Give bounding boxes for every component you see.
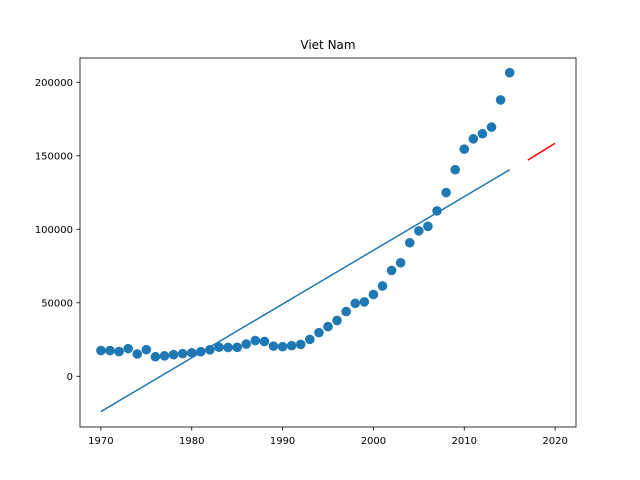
data-point — [341, 306, 351, 317]
data-point — [223, 342, 233, 353]
data-point — [468, 134, 479, 144]
trend-line — [100, 169, 511, 413]
y-tick-label: 0 — [67, 372, 73, 383]
data-point — [368, 289, 379, 300]
data-point — [177, 348, 188, 359]
y-tick-label: 50000 — [41, 298, 73, 309]
data-point — [141, 344, 152, 355]
data-point — [96, 345, 106, 356]
data-point — [277, 341, 288, 352]
data-point — [323, 321, 333, 332]
data-point — [414, 226, 424, 236]
data-point — [359, 297, 370, 307]
data-point — [486, 122, 497, 132]
data-point — [377, 281, 388, 291]
data-point — [105, 345, 115, 356]
data-point — [232, 342, 242, 353]
data-point — [504, 67, 515, 78]
axes-layer: 1970 1980 1990 2000 2010 2020 0 50000 100000 1500… — [35, 57, 577, 447]
data-point — [386, 265, 397, 276]
data-point — [159, 351, 170, 361]
data-point — [477, 128, 488, 139]
chart-title: Viet Nam — [300, 38, 355, 52]
data-point — [450, 164, 460, 175]
forecast-line — [527, 142, 556, 161]
data-point — [114, 346, 124, 357]
data-point — [241, 339, 252, 349]
data-point — [150, 351, 161, 362]
x-tick-label: 1970 — [88, 436, 113, 447]
data-point — [395, 257, 406, 268]
data-point — [205, 345, 215, 355]
data-point — [214, 342, 224, 352]
x-tick-label: 1990 — [270, 436, 295, 447]
data-point — [268, 341, 279, 351]
x-tick-label: 1980 — [179, 436, 204, 447]
plot-layer — [96, 67, 556, 413]
x-tick-label: 2010 — [452, 436, 477, 447]
data-point — [423, 221, 433, 232]
data-point — [168, 349, 179, 360]
y-tick-label: 150000 — [35, 151, 73, 162]
data-point — [404, 237, 415, 248]
data-point — [332, 315, 342, 326]
data-point — [305, 334, 315, 345]
data-point — [250, 335, 261, 346]
x-tick-label: 2020 — [542, 436, 567, 447]
data-point — [132, 349, 143, 359]
data-point — [314, 327, 324, 338]
data-point — [295, 339, 306, 350]
data-point — [441, 187, 451, 198]
y-tick-label: 100000 — [35, 225, 73, 236]
x-tick-label: 2000 — [361, 436, 386, 447]
data-point — [459, 144, 470, 154]
data-point — [350, 298, 361, 309]
data-point — [286, 340, 297, 351]
y-tick-label: 200000 — [35, 78, 73, 89]
axes-frame — [79, 57, 577, 428]
data-point — [186, 347, 197, 358]
data-point — [259, 336, 270, 347]
data-point — [123, 343, 133, 354]
data-point — [495, 95, 506, 105]
